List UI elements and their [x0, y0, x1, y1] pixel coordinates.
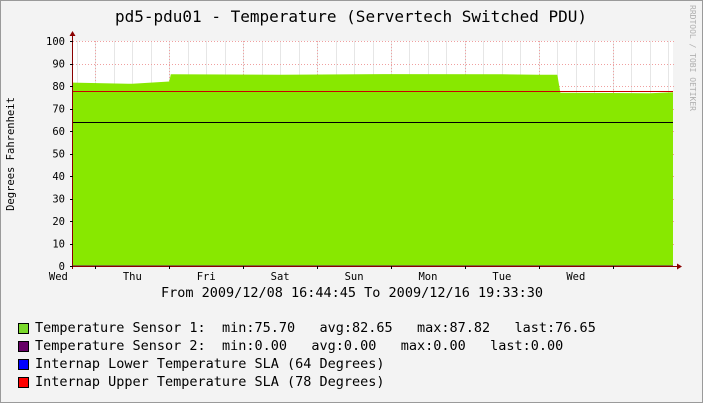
- y-tick-label: 10: [52, 239, 65, 251]
- legend-swatch-icon: [18, 358, 29, 370]
- x-tick-label: Wed: [566, 271, 585, 283]
- x-tick-label: Mon: [418, 271, 437, 283]
- x-tick-label: Tue: [492, 271, 511, 283]
- x-tick-label: Wed: [49, 271, 68, 283]
- x-tick-labels: Wed Thu Fri Sat Sun Mon Tue Wed: [49, 271, 585, 283]
- y-axis-label: Degrees Fahrenheit: [5, 97, 17, 211]
- legend-item: Temperature Sensor 2: min:0.00 avg:0.00 …: [18, 337, 563, 355]
- chart-title: pd5-pdu01 - Temperature (Servertech Swit…: [115, 7, 587, 26]
- legend-label: Temperature Sensor 2:: [35, 338, 206, 354]
- legend-stats: min:0.00 avg:0.00 max:0.00 last:0.00: [205, 338, 564, 354]
- axes: [69, 31, 682, 270]
- series-area-layer: [73, 74, 673, 266]
- y-tick-label: 60: [52, 126, 65, 138]
- legend-label: Internap Lower Temperature SLA (64 Degre…: [35, 356, 385, 372]
- legend-label: Internap Upper Temperature SLA (78 Degre…: [35, 374, 385, 390]
- legend-item: Temperature Sensor 1: min:75.70 avg:82.6…: [18, 319, 596, 337]
- legend-swatch-icon: [18, 340, 29, 352]
- y-tick-label: 40: [52, 171, 65, 183]
- legend-swatch-icon: [18, 322, 29, 334]
- x-tick-label: Sun: [345, 271, 364, 283]
- y-tick-label: 20: [52, 216, 65, 228]
- x-tick-label: Sat: [271, 271, 290, 283]
- y-tick-label: 30: [52, 194, 65, 206]
- time-range-label: From 2009/12/08 16:44:45 To 2009/12/16 1…: [161, 285, 543, 301]
- y-tick-label: 50: [52, 149, 65, 161]
- x-axis-arrow-icon: [677, 263, 682, 270]
- y-tick-label: 100: [46, 36, 65, 48]
- y-tick-label: 80: [52, 81, 65, 93]
- y-axis-arrow-icon: [69, 31, 76, 36]
- y-tick-label: 90: [52, 59, 65, 71]
- legend-stats: min:75.70 avg:82.65 max:87.82 last:76.65: [205, 320, 596, 336]
- y-tick-label: 70: [52, 104, 65, 116]
- legend-swatch-icon: [18, 376, 29, 388]
- temperature-sensor-1-area: [73, 74, 673, 266]
- y-tick-labels: 0 10 20 30 40 50 60 70 80 90 100: [46, 36, 65, 273]
- rrdtool-watermark: RRDTOOL / TOBI OETIKER: [688, 5, 697, 111]
- legend-item: Internap Lower Temperature SLA (64 Degre…: [18, 355, 385, 373]
- legend-item: Internap Upper Temperature SLA (78 Degre…: [18, 373, 385, 391]
- x-tick-label: Thu: [123, 271, 142, 283]
- legend-label: Temperature Sensor 1:: [35, 320, 206, 336]
- y-tick-label: 0: [59, 261, 65, 273]
- x-tick-label: Fri: [197, 271, 216, 283]
